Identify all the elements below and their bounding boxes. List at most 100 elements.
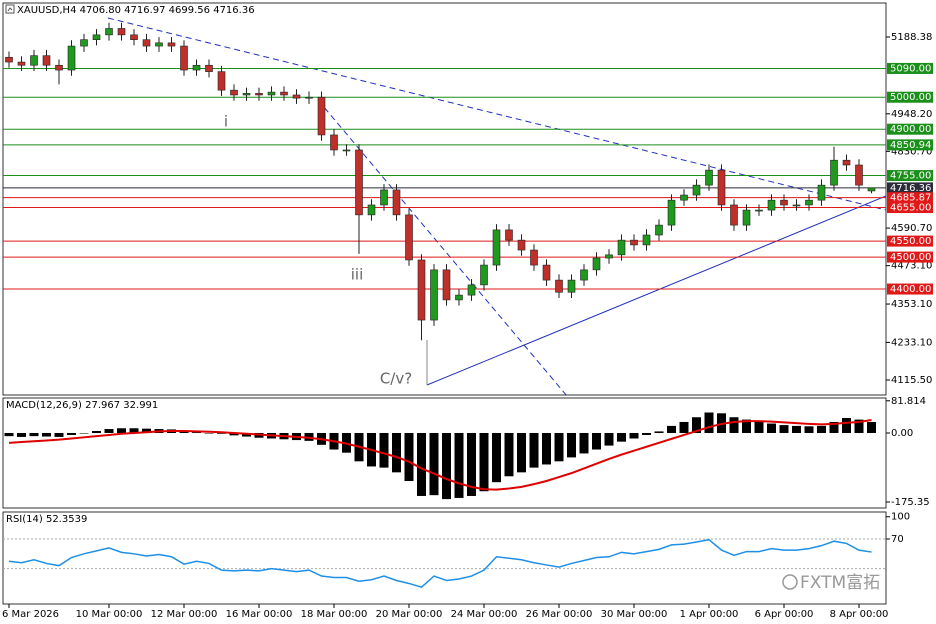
macd-bar: [442, 432, 451, 500]
candle-body: [92, 34, 101, 40]
macd-bar: [404, 432, 414, 482]
macd-bar: [92, 431, 101, 433]
macd-bar: [217, 432, 226, 434]
candle-body: [680, 194, 688, 201]
candle-body: [467, 284, 476, 296]
macd-bar: [17, 432, 26, 437]
main-plot: [3, 17, 886, 395]
wave-label: i: [224, 113, 228, 131]
candle-body: [542, 264, 551, 281]
candle-body: [605, 254, 613, 259]
candle-body: [142, 39, 151, 47]
candle-body: [792, 204, 801, 207]
macd-bar: [567, 432, 576, 458]
macd-bar: [667, 425, 676, 433]
y-tick-label: 4233.10: [891, 337, 932, 348]
candle-body: [655, 224, 663, 236]
y-tick-label: -175.35: [891, 497, 930, 508]
candle-body: [405, 214, 413, 261]
macd-bar: [817, 425, 826, 433]
level-label-box: [887, 251, 933, 263]
rsi-title: RSI(14) 52.3539: [6, 514, 87, 525]
candle-body: [692, 184, 701, 196]
macd-bar: [4, 432, 14, 437]
candle-body: [567, 279, 576, 293]
candle-body: [642, 234, 651, 246]
macd-bar: [729, 417, 739, 433]
candle-body: [305, 96, 313, 99]
watermark-logo: [782, 574, 798, 590]
candle-body: [480, 264, 488, 286]
rsi-line: [8, 538, 872, 589]
macd-bar: [67, 432, 76, 435]
level-label: 4685.87: [890, 193, 931, 204]
candle-body: [580, 269, 588, 281]
symbol-icon: [5, 4, 15, 14]
macd-bar: [604, 432, 614, 446]
level-label-box: [887, 192, 933, 204]
candle-body: [867, 187, 876, 192]
y-tick-label: 4353.10: [891, 299, 932, 310]
candle-body: [5, 56, 13, 63]
level-label: 4400.00: [890, 284, 931, 295]
x-tick-label: 26 Mar 00:00: [526, 609, 593, 620]
macd-bar: [392, 432, 401, 473]
candle-body: [742, 209, 751, 226]
candle-body: [230, 89, 238, 96]
macd-bar: [129, 428, 139, 433]
macd-bar: [79, 432, 89, 434]
level-label: 4850.94: [890, 140, 931, 151]
level-label: 4655.00: [890, 203, 931, 214]
level-label-box: [887, 123, 933, 135]
candle-body: [192, 64, 201, 71]
x-tick-label: 18 Mar 00:00: [301, 609, 368, 620]
y-tick-label: 5188.38: [891, 32, 932, 43]
candle-body: [717, 169, 726, 206]
macd-bar: [542, 432, 551, 465]
macd-bar: [679, 421, 689, 433]
level-label-box: [887, 139, 933, 151]
macd-bar: [467, 432, 476, 496]
y-tick-label: 4948.20: [891, 109, 932, 120]
macd-bar: [692, 417, 701, 433]
candle-body: [630, 239, 638, 246]
candle-body: [817, 184, 826, 201]
candle-body: [155, 42, 163, 47]
macd-bar: [229, 432, 239, 436]
macd-bar: [579, 432, 589, 454]
candle-body: [505, 229, 513, 241]
watermark: FXTM富拓: [800, 573, 880, 593]
macd-bar: [492, 432, 501, 483]
candle-body: [667, 199, 676, 226]
candle-body: [517, 239, 526, 251]
macd-bar: [642, 432, 651, 435]
candle-body: [442, 269, 451, 301]
candle-body: [380, 189, 388, 206]
macd-bar: [629, 432, 639, 439]
macd-bar: [804, 426, 814, 433]
candle-body: [617, 239, 626, 256]
candle-body: [105, 28, 113, 36]
level-label: 4900.00: [890, 124, 931, 135]
candle-body: [167, 42, 176, 47]
macd-bar: [379, 432, 389, 468]
trendline: [107, 17, 886, 211]
candle-body: [292, 94, 301, 99]
macd-bar: [417, 432, 426, 496]
y-tick-label: 70: [891, 534, 904, 545]
candle-body: [767, 199, 776, 211]
y-tick-label: 81.814: [891, 396, 926, 407]
candle-body: [780, 199, 788, 206]
level-label-box: [887, 235, 933, 247]
candle-body: [205, 64, 213, 72]
candle-body: [355, 149, 363, 216]
candle-body: [330, 134, 338, 151]
macd-bar: [142, 428, 151, 433]
chart-title: XAUUSD,H4 4706.80 4716.97 4699.56 4716.3…: [17, 5, 255, 16]
x-tick-label: 1 Apr 00:00: [680, 609, 739, 620]
y-tick-label: 4115.50: [891, 375, 932, 386]
candle-body: [317, 96, 326, 136]
wave-label: C/v?: [380, 370, 412, 388]
